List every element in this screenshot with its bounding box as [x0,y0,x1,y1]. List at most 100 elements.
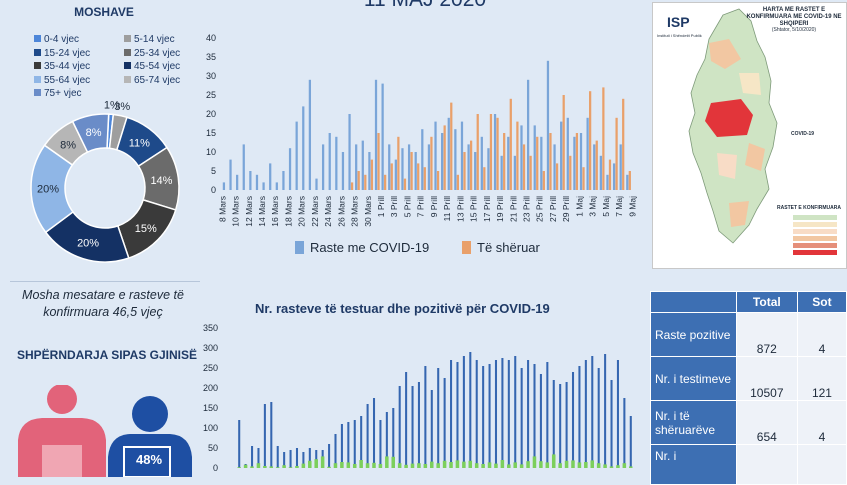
case-bar [427,144,431,190]
legend-recovered: Të shëruar [462,240,540,255]
case-bar [407,144,411,190]
test-bar [488,364,491,468]
case-bar [540,136,543,190]
test-bar [385,412,388,468]
case-bar [222,182,226,190]
case-bar [315,178,318,190]
positive-bar [346,462,351,468]
age-legend-item: 65-74 vjec [124,75,180,86]
test-bar [302,452,305,468]
male-head-icon [132,396,168,432]
x-tick-label: 29 Prill [561,196,571,222]
recovered-bar [622,98,625,190]
table-row: Nr. i [650,444,847,485]
positive-bar [320,456,325,468]
case-bar [414,152,417,190]
donut-slice [71,113,110,154]
test-bar [450,360,453,468]
positive-bar [571,460,575,468]
test-bar [539,374,542,468]
x-tick-label: 16 Mars [270,196,280,227]
positive-bar [378,464,383,468]
recovered-bar [377,133,380,190]
table-row: Raste pozitive 872 4 [650,312,847,357]
positive-bar [462,461,466,468]
recovered-bar [384,174,387,190]
case-bar [493,114,497,190]
test-bar [565,382,568,468]
positive-bar [494,463,498,468]
positive-bar [481,464,485,468]
map-institute: Instituti i Shëndetit Publik [657,33,702,38]
case-bar [606,174,609,190]
test-bar [398,386,401,468]
test-bar [295,448,299,468]
case-bar [460,121,464,190]
x-tick-label: 9 Maj [627,196,637,217]
y-tick-label: 150 [203,403,218,413]
x-tick-label: 12 Mars [244,196,254,227]
positive-bar [564,460,569,468]
age-legend-item: 5-14 vjec [124,34,175,45]
y-tick-label: 20 [206,109,216,119]
recovered-bar [555,163,559,190]
positive-bar [474,463,479,468]
recovered-bar [456,174,460,190]
case-bar [229,159,232,190]
x-tick-label: 5 Maj [601,196,611,217]
legend-cases: Raste me COVID-19 [295,240,429,255]
recovered-bar [469,140,473,190]
case-bar [447,117,450,190]
test-bar [629,416,632,468]
table-header-cell [650,291,737,313]
positive-bar [539,461,543,468]
row-total: 10507 [735,356,798,401]
positive-bar [269,466,274,468]
x-tick-label: 21 Prill [508,196,518,222]
test-bar [456,362,459,468]
x-tick-label: 7 Prill [416,196,426,217]
case-bar [579,133,583,190]
case-bar [361,140,364,190]
case-bar [520,125,523,190]
y-tick-label: 5 [211,166,216,176]
y-tick-label: 0 [211,185,216,195]
test-bar [411,386,414,468]
positive-bar [359,460,363,468]
case-bar [341,152,345,190]
test-bar [578,366,581,468]
test-bar [559,384,562,468]
positive-bar [256,463,261,468]
positive-bar [442,460,447,468]
case-bar [255,174,259,190]
positive-bar [417,463,421,468]
case-bar [374,79,378,190]
x-tick-label: 27 Prill [548,196,558,222]
x-tick-label: 11 Prill [442,196,452,221]
age-donut-chart: 1%3% 11% 14% 15% 20% 20% 8% 8% [30,99,180,263]
test-bar [263,404,266,468]
tests-chart-title: Nr. rasteve të testuar dhe pozitivë për … [255,301,550,316]
test-bar [366,404,369,468]
row-today: 4 [796,400,847,445]
x-tick-label: 15 Prill [469,196,479,222]
y-tick-label: 200 [203,383,218,393]
case-bar [242,144,245,190]
test-bar [270,402,273,468]
x-tick-label: 24 Mars [323,196,333,227]
positive-bar [558,463,562,468]
x-tick-label: 5 Prill [402,196,412,217]
case-bar [434,121,437,190]
average-age-text: Mosha mesatare e rasteve të konfirmuara … [22,288,184,319]
positive-bar [609,466,614,468]
x-tick-label: 3 Prill [389,196,399,217]
row-total: 654 [735,400,798,445]
positive-bar [526,461,530,468]
row-today: 4 [796,312,847,357]
case-bar [487,148,490,190]
x-tick-label: 28 Mars [350,196,360,227]
case-bar [335,136,338,190]
positive-bar [410,463,415,468]
map-legend-title: RASTET E KONFIRMUARA [777,205,841,211]
positive-bar [301,463,306,468]
